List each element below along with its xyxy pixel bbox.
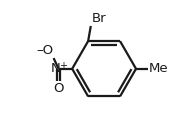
Text: +: + xyxy=(59,61,67,71)
Text: Me: Me xyxy=(148,62,168,75)
Text: –O: –O xyxy=(36,45,53,57)
Text: O: O xyxy=(53,82,64,95)
Text: N: N xyxy=(51,62,61,75)
Text: Br: Br xyxy=(91,12,106,25)
